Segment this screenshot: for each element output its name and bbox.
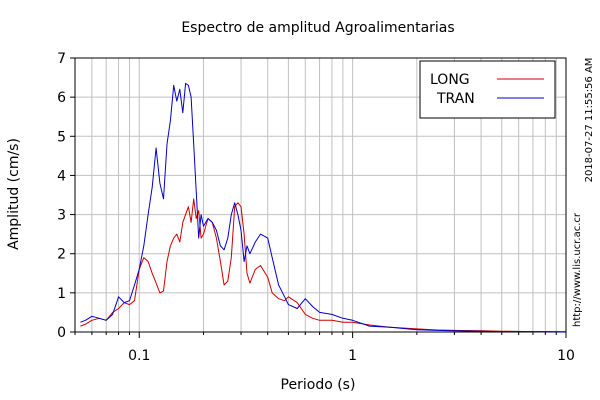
x-tick-label: 0.1 (128, 348, 150, 364)
source-url-label: http://www.lis.ucr.ac.cr (572, 212, 583, 327)
y-axis-label: Amplitud (cm/s) (6, 138, 22, 250)
legend-label-tran: TRAN (436, 91, 475, 107)
y-tick-label: 4 (57, 168, 66, 184)
axes-layer: 0 1 2 3 4 5 6 7 0.1 1 10 (57, 51, 575, 364)
y-tick-label: 6 (57, 90, 66, 106)
x-tick-label: 10 (557, 348, 575, 364)
y-tick-label: 3 (57, 208, 66, 224)
y-tick-label: 0 (57, 325, 66, 341)
plot-frame (74, 57, 567, 333)
y-tick-label: 5 (57, 129, 66, 145)
y-tick-label: 1 (57, 286, 66, 302)
series-line-tran (80, 82, 567, 333)
y-tick-label: 2 (57, 247, 66, 263)
y-tick-label: 7 (57, 51, 66, 67)
series-line-long (80, 198, 566, 333)
x-axis-label: Periodo (s) (281, 377, 356, 393)
chart-title: Espectro de amplitud Agroalimentarias (181, 20, 454, 36)
legend-box (419, 60, 556, 119)
timestamp-label: 2018-07-27 11:55:56 AM (584, 58, 595, 183)
legend-label-long: LONG (430, 72, 470, 88)
legend: LONG TRAN (419, 60, 556, 119)
x-tick-label: 1 (348, 348, 357, 364)
series-layer (80, 82, 567, 333)
